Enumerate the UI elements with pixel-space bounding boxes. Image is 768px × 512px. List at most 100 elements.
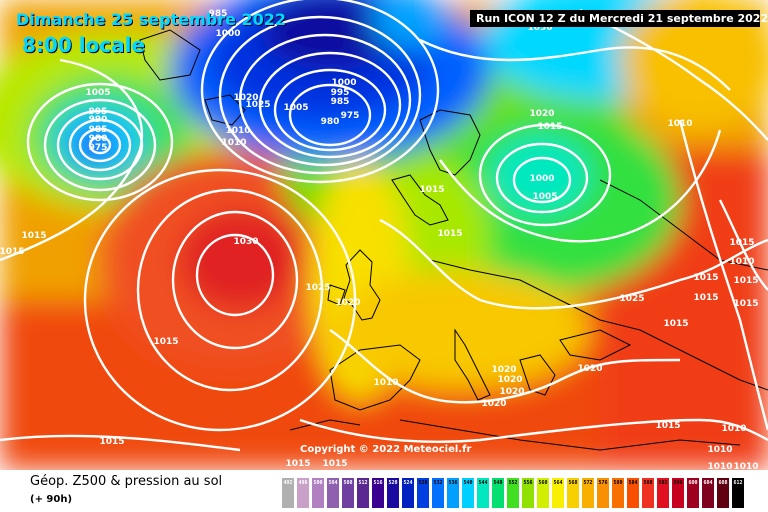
scale-label: 604: [703, 480, 713, 486]
scale-label: 584: [628, 480, 638, 486]
isobar-label: 1025: [245, 100, 270, 110]
isobar-label: 1030: [233, 237, 258, 247]
isobar-label: 975: [341, 111, 360, 121]
scale-label: 556: [523, 480, 533, 486]
isobar-label: 1025: [305, 283, 330, 293]
scale-swatch: [312, 478, 324, 508]
isobar-label: 1010: [707, 462, 732, 470]
isobar-label: 1015: [733, 276, 758, 286]
isobar-label: 1020: [233, 93, 258, 103]
isobar-label: 1005: [283, 103, 308, 113]
isobar-label: 1015: [285, 459, 310, 469]
isobar-label: 1020: [577, 364, 602, 374]
scale-swatch: [462, 478, 474, 508]
isobar-label: 1015: [0, 247, 25, 257]
legend-bar: Géop. Z500 & pression au sol (+ 90h) 492…: [0, 470, 768, 512]
isobar-label: 1020: [529, 109, 554, 119]
isobar-label: 980: [89, 134, 108, 144]
scale-label: 560: [538, 480, 548, 486]
isobar-label: 1015: [693, 273, 718, 283]
isobar-label: 1015: [733, 299, 758, 309]
scale-swatch: [342, 478, 354, 508]
scale-label: 508: [343, 480, 353, 486]
scale-label: 592: [658, 480, 668, 486]
isobar-label: 1025: [619, 294, 644, 304]
scale-label: 524: [403, 480, 413, 486]
scale-swatch: [297, 478, 309, 508]
isobar-label: 1000: [331, 78, 356, 88]
legend-title: Géop. Z500 & pression au sol: [30, 474, 223, 489]
scale-label: 536: [448, 480, 458, 486]
forecast-time: 8:00 locale: [22, 33, 146, 57]
isobar-label: 1010: [373, 378, 398, 388]
isobar-label: 1010: [721, 424, 746, 434]
scale-label: 528: [418, 480, 428, 486]
scale-swatch: [447, 478, 459, 508]
isobar-label: 1015: [99, 437, 124, 447]
run-info: Run ICON 12 Z du Mercredi 21 septembre 2…: [470, 10, 768, 27]
scale-swatch: [492, 478, 504, 508]
isobar-label: 1015: [537, 122, 562, 132]
scale-label: 568: [568, 480, 578, 486]
scale-label: 548: [493, 480, 503, 486]
scale-label: 540: [463, 480, 473, 486]
scale-label: 612: [733, 480, 743, 486]
scale-label: 516: [373, 480, 383, 486]
scale-label: 492: [283, 480, 293, 486]
isobar-label: 1015: [322, 459, 347, 469]
scale-swatch: [552, 478, 564, 508]
scale-swatch: [282, 478, 294, 508]
isobar-label: 1015: [655, 421, 680, 431]
scale-label: 564: [553, 480, 563, 486]
isobar-label: 1000: [215, 29, 240, 39]
scale-swatch: [732, 478, 744, 508]
copyright-text: Copyright © 2022 Meteociel.fr: [300, 444, 472, 455]
coastlines: [139, 29, 768, 451]
scale-swatch: [387, 478, 399, 508]
isobar-label: 1010: [225, 126, 250, 136]
isobar-label: 980: [321, 117, 340, 127]
scale-swatch: [627, 478, 639, 508]
scale-label: 532: [433, 480, 443, 486]
isobar-label: 1010: [221, 138, 246, 148]
isobar-label: 1010: [707, 445, 732, 455]
isobar-label: 1015: [437, 229, 462, 239]
isobar-label: 1015: [21, 231, 46, 241]
isobar-label: 990: [89, 115, 108, 125]
isobars: [0, 0, 768, 450]
scale-label: 504: [328, 480, 338, 486]
isobar-label: 1015: [153, 337, 178, 347]
scale-label: 588: [643, 480, 653, 486]
isobar-label: 1010: [729, 257, 754, 267]
isobar-label: 1015: [729, 238, 754, 248]
isobar-labels: 1000985100599599098598097510201025101010…: [0, 9, 759, 470]
isobar-label: 975: [89, 143, 108, 153]
isobar-label: 1020: [499, 387, 524, 397]
legend-subtitle: (+ 90h): [30, 494, 73, 505]
scale-swatch: [672, 478, 684, 508]
scale-swatch: [507, 478, 519, 508]
scale-swatch: [687, 478, 699, 508]
isobar-label: 985: [209, 9, 228, 19]
scale-swatch: [372, 478, 384, 508]
scale-swatch: [522, 478, 534, 508]
isobar-label: 1015: [693, 293, 718, 303]
isobar-label: 1020: [335, 298, 360, 308]
isobar-label: 995: [89, 107, 108, 117]
scale-label: 596: [673, 480, 683, 486]
isobar-label: 1030: [527, 23, 552, 33]
isobar-label: 1020: [481, 399, 506, 409]
isobar-label: 1000: [529, 174, 554, 184]
scale-swatch: [702, 478, 714, 508]
scale-label: 580: [613, 480, 623, 486]
scale-swatch: [327, 478, 339, 508]
forecast-date: Dimanche 25 septembre 2022: [16, 10, 287, 29]
scale-swatch: [642, 478, 654, 508]
isobar-label: 1010: [667, 119, 692, 129]
scale-swatch: [717, 478, 729, 508]
scale-label: 552: [508, 480, 518, 486]
forecast-map: 1000 985 1005 995 990 985 980 975 1020 1025 1010 10…: [0, 0, 768, 470]
scale-label: 576: [598, 480, 608, 486]
isobar-label: 1005: [532, 192, 557, 202]
